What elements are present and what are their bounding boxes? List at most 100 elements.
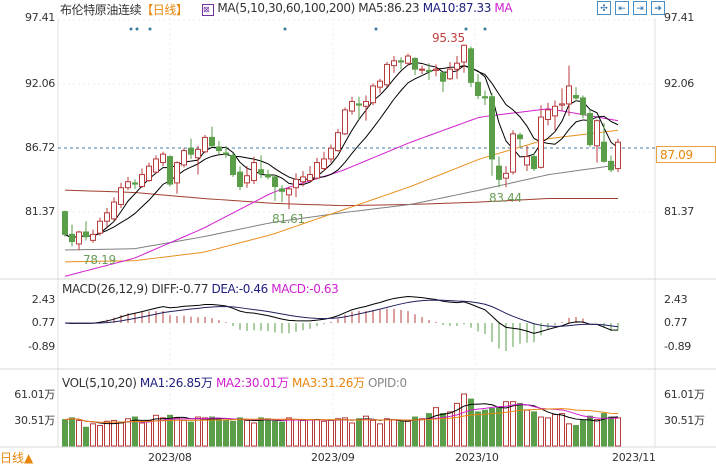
ma-params[interactable]: MA(5,10,30,60,100,200) — [217, 1, 355, 15]
exit-icon[interactable]: ➔ — [651, 1, 665, 15]
candle-down — [188, 147, 194, 155]
candle-up — [349, 101, 355, 112]
current-price-badge: 87.09 — [656, 146, 716, 163]
candle-down — [440, 72, 446, 82]
candle-up — [328, 147, 334, 160]
volume-bar-down — [188, 421, 194, 447]
volume-bar-down — [167, 414, 173, 447]
price-axis-label-right: 97.41 — [664, 11, 694, 24]
volume-bar-up — [111, 419, 117, 447]
chart-title: 布伦特原油连续【日线】 — [60, 3, 188, 17]
macd-dea-line — [64, 299, 619, 328]
event-marker — [464, 27, 468, 31]
volume-bar-down — [489, 407, 495, 447]
macd-axis-label: -0.89 — [28, 340, 55, 353]
candle-up — [118, 187, 124, 205]
candle-down — [69, 233, 75, 243]
candle-up — [125, 181, 131, 189]
ma-legend: ⊠ MA(5,10,30,60,100,200) MA5:86.23 MA10:… — [202, 1, 513, 16]
crosshair-icon[interactable]: ✣ — [597, 1, 611, 15]
candle-up — [76, 231, 82, 245]
vol-axis-label-right: 30.51万 — [664, 414, 705, 427]
low-annotation: 81.61 — [272, 212, 305, 226]
candle-up — [594, 120, 600, 147]
volume-bar-up — [370, 419, 376, 447]
candle-down — [132, 182, 138, 185]
volume-bar-down — [426, 413, 432, 447]
volume-bar-up — [594, 419, 600, 447]
ma5-value: MA5:86.23 — [358, 1, 420, 15]
vol-axis-label-right: 61.01万 — [664, 388, 705, 401]
volume-bar-down — [475, 411, 481, 447]
volume-bar-up — [90, 423, 96, 447]
candle-up — [615, 141, 621, 170]
volume-bar-down — [412, 416, 418, 447]
ma-settings-icon[interactable]: ⊠ — [202, 4, 214, 16]
chart-next-icon[interactable]: ⇥ — [633, 1, 647, 15]
volume-bar-up — [244, 419, 250, 447]
volume-bar-up — [97, 425, 103, 447]
candle-up — [146, 165, 152, 182]
candle-up — [195, 148, 201, 159]
candle-down — [482, 96, 488, 99]
event-marker — [483, 27, 487, 31]
candle-up — [321, 158, 327, 170]
candle-down — [601, 141, 607, 162]
volume-bar-up — [104, 420, 110, 447]
candle-up — [314, 162, 320, 179]
candle-down — [573, 95, 579, 99]
volume-bar-up — [328, 419, 334, 447]
volume-bar-up — [566, 423, 572, 447]
vol-axis-label: 30.51万 — [14, 414, 55, 427]
period-label[interactable]: 【日线】 — [141, 3, 188, 17]
volume-bar-up — [251, 422, 257, 447]
event-marker — [135, 27, 139, 31]
candle-down — [580, 97, 586, 116]
candle-up — [377, 80, 383, 88]
volume-bar-up — [503, 401, 509, 447]
ma200-line — [64, 189, 618, 207]
date-axis-label: 2023/11 — [612, 451, 656, 464]
volume-bar-down — [265, 418, 271, 447]
volume-bar-up — [510, 401, 516, 447]
candle-down — [356, 103, 362, 106]
candle-up — [454, 62, 460, 70]
volume-bar-down — [608, 416, 614, 447]
volume-bar-up — [307, 419, 313, 447]
volume-bar-down — [69, 417, 75, 447]
ma30-line — [64, 108, 619, 277]
candle-up — [545, 109, 551, 120]
candle-up — [293, 178, 299, 189]
volume-bar-up — [293, 419, 299, 447]
ma5-line — [64, 61, 619, 239]
date-axis-label: 2023/09 — [311, 451, 355, 464]
candle-up — [524, 156, 530, 166]
candle-up — [104, 212, 110, 222]
candle-down — [209, 136, 215, 147]
volume-bar-down — [398, 421, 404, 447]
volume-bar-up — [174, 417, 180, 447]
volume-bar-up — [125, 418, 131, 447]
candle-down — [62, 211, 68, 235]
volume-bar-down — [573, 425, 579, 447]
volume-bar-up — [146, 419, 152, 447]
volume-bar-up — [447, 411, 453, 447]
macd-axis-label-right: 0.77 — [664, 316, 688, 329]
candle-down — [398, 60, 404, 63]
candle-up — [153, 158, 159, 173]
candle-up — [461, 44, 467, 63]
event-marker — [129, 27, 133, 31]
candle-up — [307, 174, 313, 182]
candle-down — [272, 176, 278, 188]
chart-prev-icon[interactable]: ⇤ — [615, 1, 629, 15]
candle-down — [265, 174, 271, 178]
candle-down — [412, 57, 418, 70]
candle-down — [216, 146, 222, 152]
candle-down — [496, 165, 502, 180]
candle-down — [468, 48, 474, 83]
candle-up — [370, 85, 376, 104]
period-switch-button[interactable]: 日线▲ — [0, 451, 34, 465]
candle-down — [83, 231, 89, 238]
volume-bar-down — [468, 398, 474, 447]
candle-up — [160, 153, 166, 164]
